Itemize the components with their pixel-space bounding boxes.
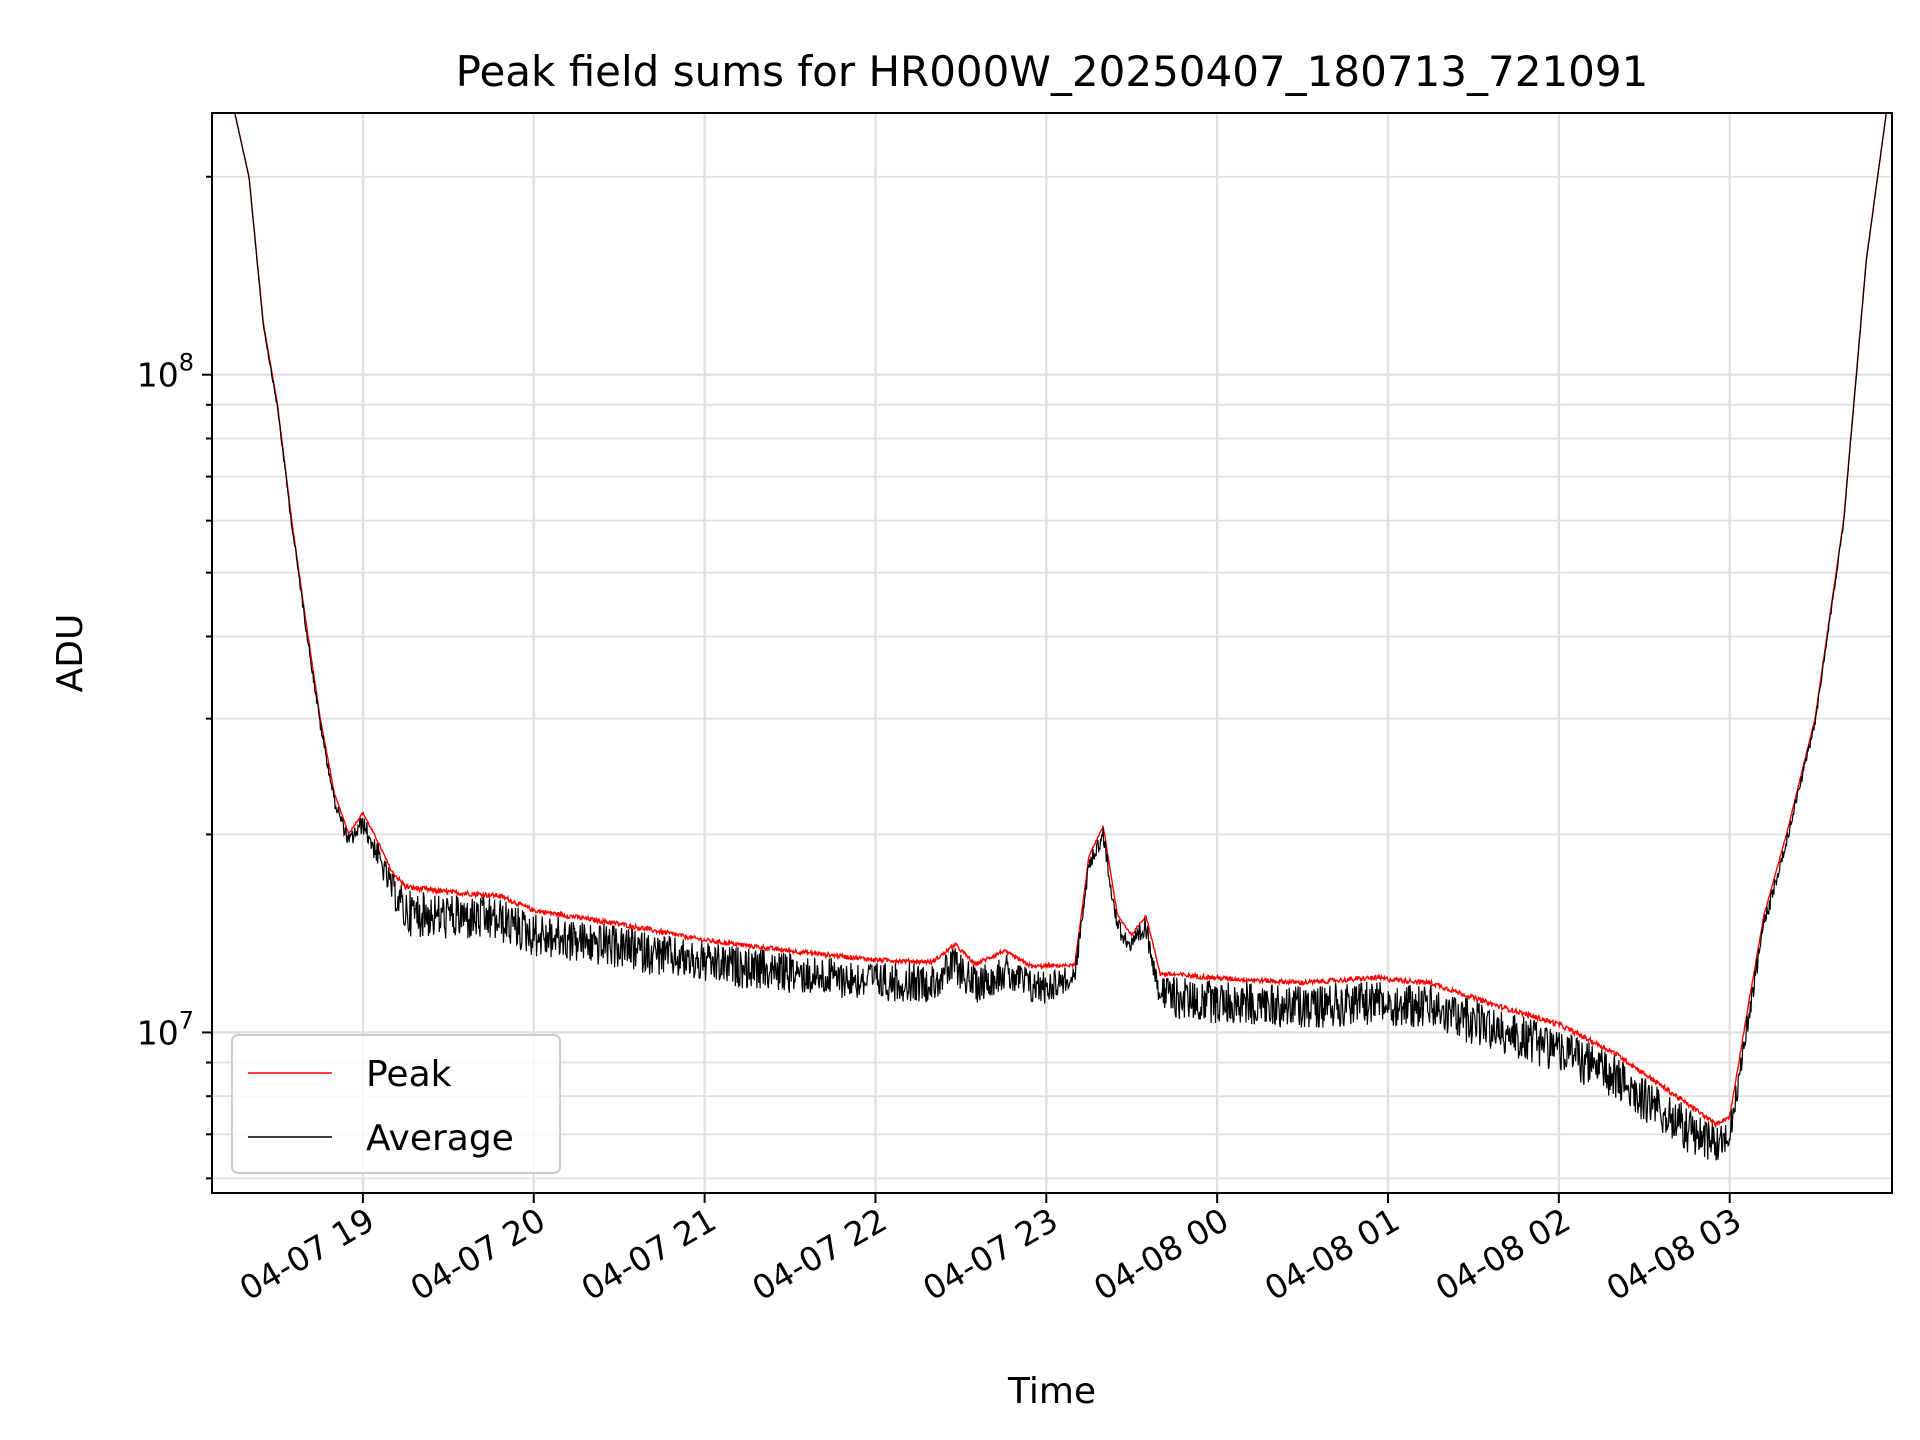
axes-frame xyxy=(211,112,1893,1194)
series-line-average xyxy=(234,112,1887,1161)
plot-area xyxy=(234,112,1887,1161)
legend: Peak Average xyxy=(231,1034,561,1174)
x-axis-label: Time xyxy=(1007,1371,1096,1412)
grid xyxy=(212,113,1892,1193)
y-tick-label: 108 xyxy=(137,349,194,395)
legend-label-average: Average xyxy=(366,1118,514,1159)
y-axis-label: ADU xyxy=(50,614,91,693)
legend-box xyxy=(231,1034,561,1174)
y-tick-label: 107 xyxy=(137,1006,194,1052)
legend-label-peak: Peak xyxy=(366,1054,452,1095)
series-line-peak xyxy=(234,112,1887,1129)
chart-title: Peak field sums for HR000W_20250407_1807… xyxy=(456,47,1649,96)
